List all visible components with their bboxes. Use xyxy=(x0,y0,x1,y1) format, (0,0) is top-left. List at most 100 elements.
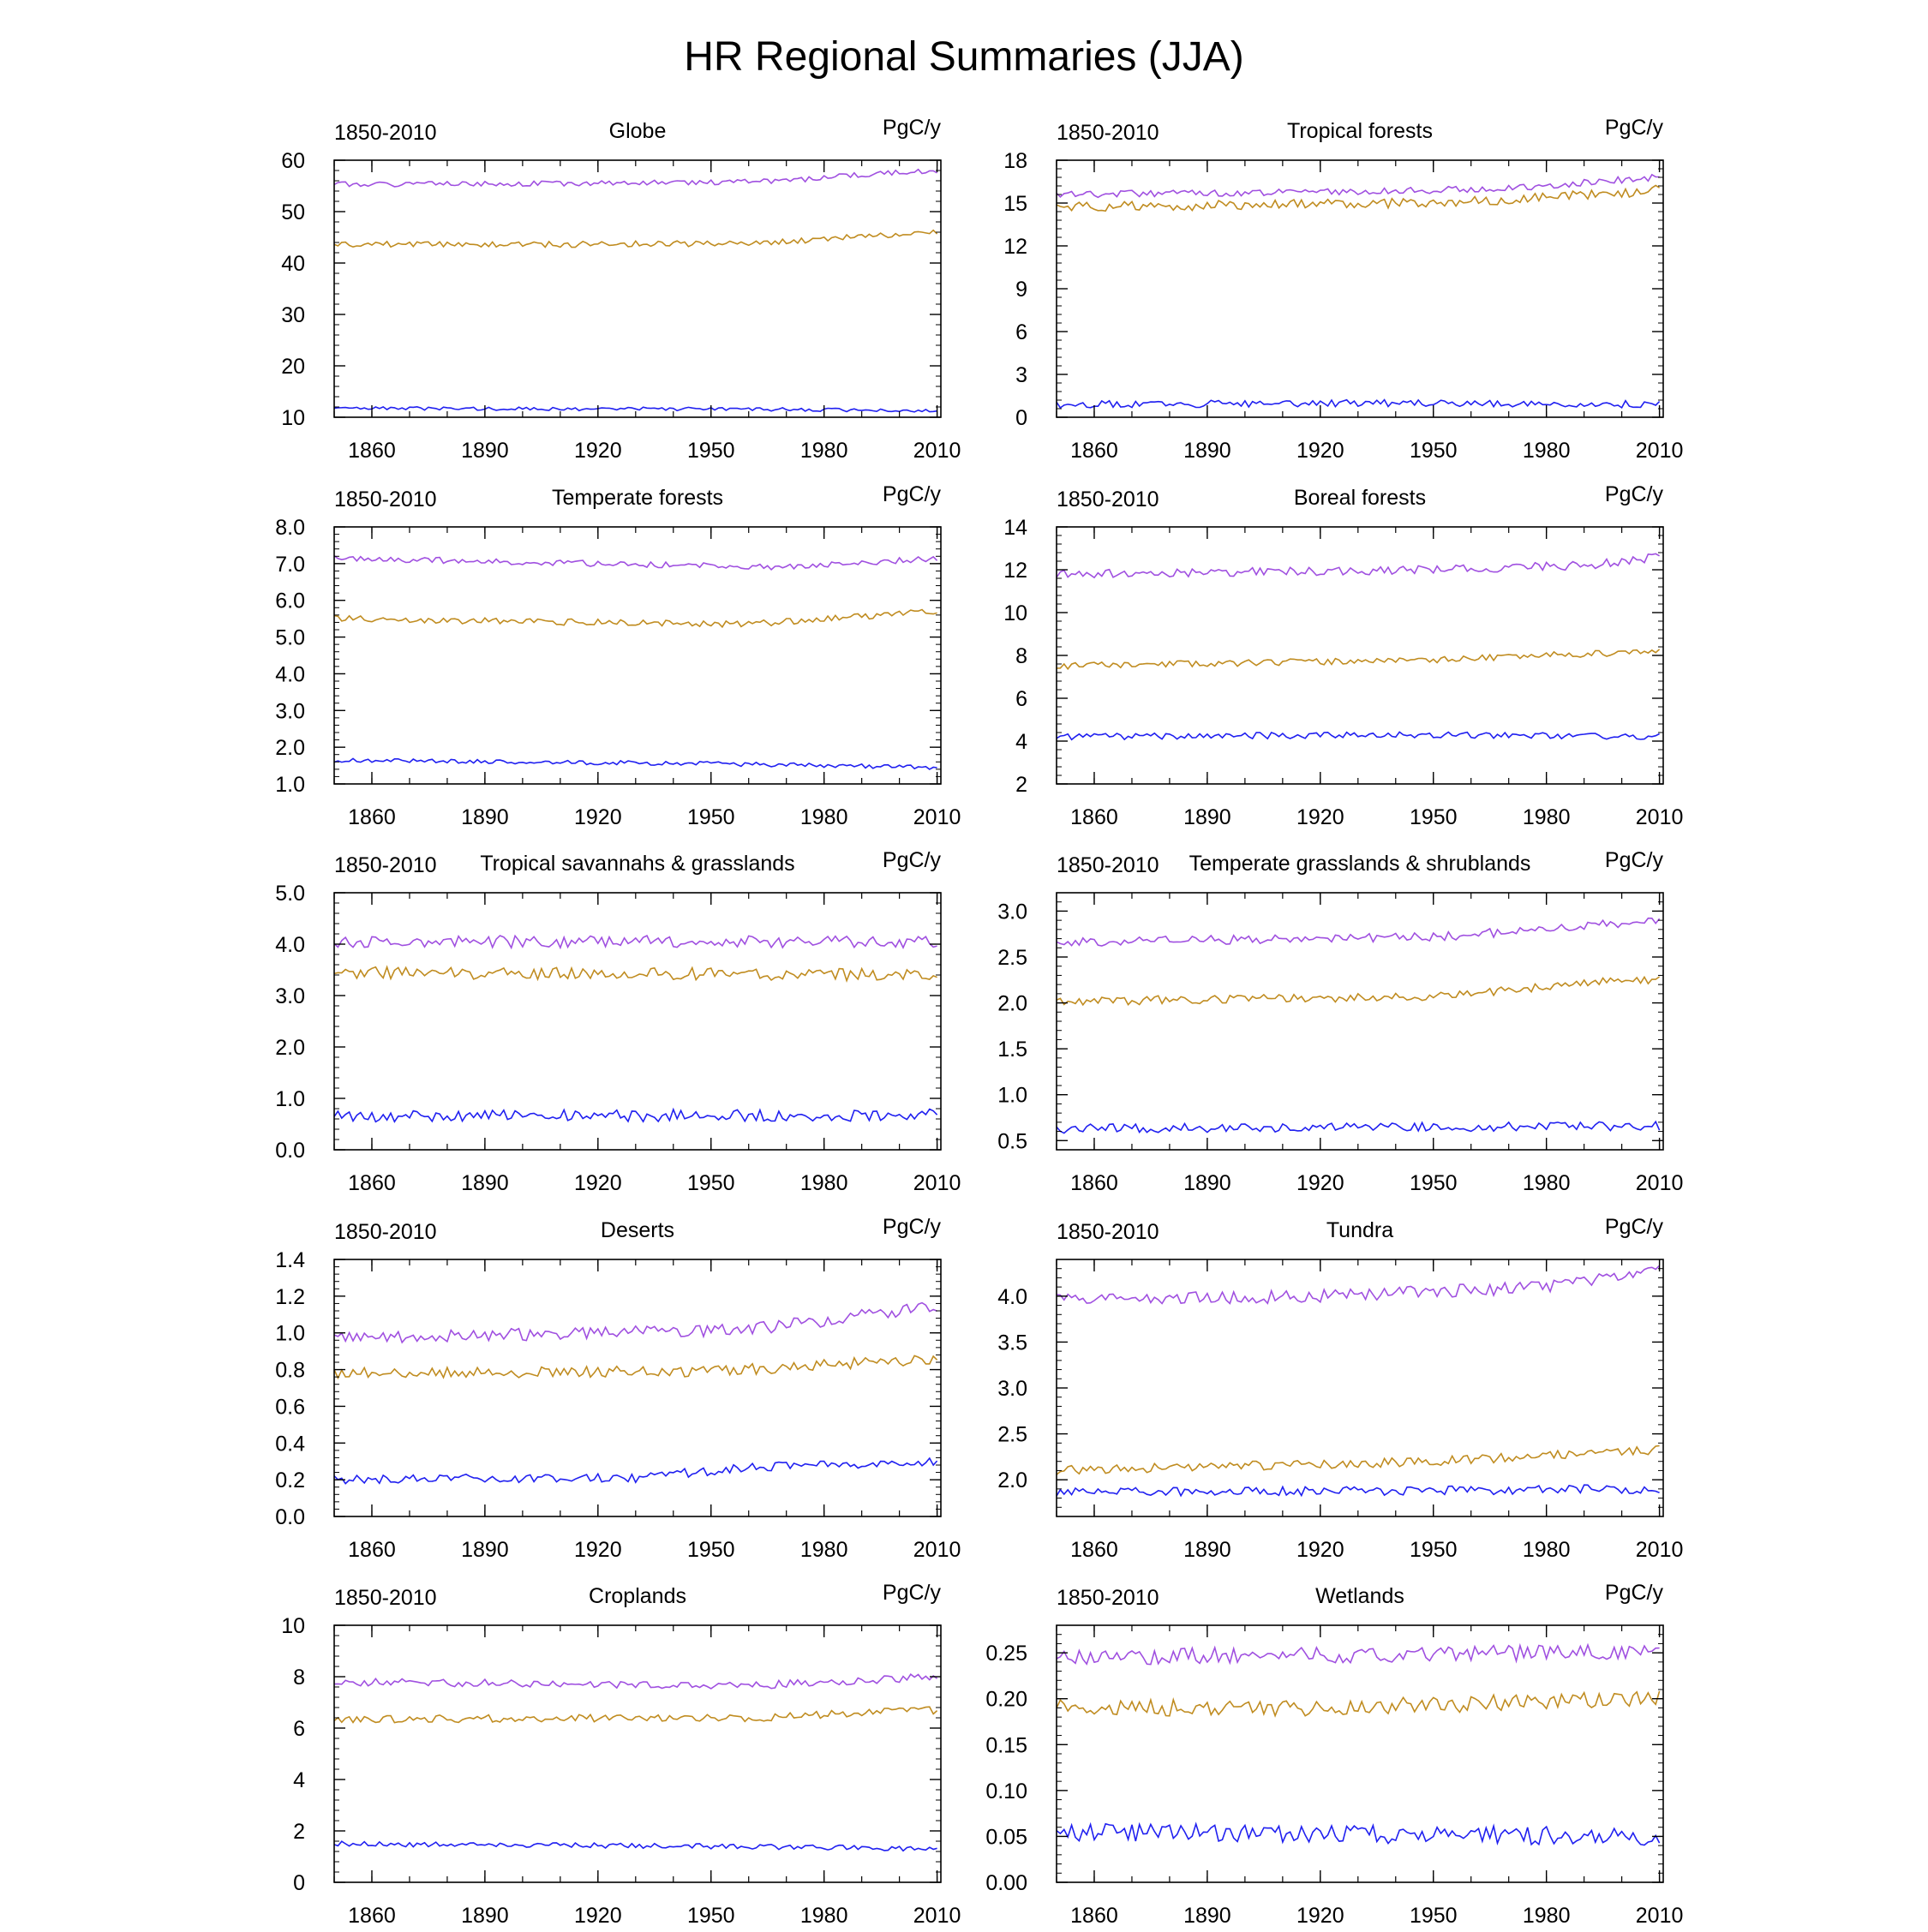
panel-title: Tropical forests xyxy=(1287,119,1433,143)
y-tick-label: 3.0 xyxy=(997,1377,1027,1401)
y-tick-label: 2.5 xyxy=(997,946,1027,970)
x-tick-label: 1860 xyxy=(1070,439,1118,463)
x-tick-label: 1890 xyxy=(461,1171,509,1195)
x-tick-label: 1980 xyxy=(800,805,848,829)
x-tick-label: 2010 xyxy=(913,439,961,463)
y-tick-label: 1.0 xyxy=(275,1087,305,1111)
x-tick-label: 2010 xyxy=(1636,805,1684,829)
plot-frame xyxy=(333,1624,942,1883)
y-tick-label: 8 xyxy=(293,1666,305,1690)
y-tick-label: 15 xyxy=(1003,192,1027,216)
panel-5: 1860 1890 1920 1950 1980 2010 0.5 1.0 1.5 2.0 2.5 3… xyxy=(997,848,1683,1195)
x-tick-label: 1980 xyxy=(800,439,848,463)
y-tick-label: 0.10 xyxy=(985,1779,1027,1803)
plot-frame xyxy=(333,159,942,418)
period-label: 1850-2010 xyxy=(1057,1220,1159,1244)
y-tick-label: 20 xyxy=(281,355,305,379)
series-line-2 xyxy=(1056,975,1661,1007)
plot-frame xyxy=(333,526,942,785)
panel-6: 1860 1890 1920 1950 1980 2010 0.0 0.2 0.4 0.6 0.8 1… xyxy=(275,1215,961,1562)
x-tick-label: 1890 xyxy=(461,439,509,463)
series-line-3 xyxy=(1056,1120,1661,1134)
x-tick-label: 2010 xyxy=(913,1904,961,1928)
x-tick-label: 1950 xyxy=(687,1171,735,1195)
x-tick-label: 1950 xyxy=(687,439,735,463)
x-tick-label: 1860 xyxy=(348,1538,396,1562)
y-tick-label: 3.0 xyxy=(997,900,1027,924)
x-tick-label: 1980 xyxy=(800,1538,848,1562)
x-tick-label: 1860 xyxy=(348,1171,396,1195)
x-tick-label: 1950 xyxy=(1410,805,1458,829)
x-tick-label: 1890 xyxy=(1183,1538,1231,1562)
x-tick-label: 1920 xyxy=(1296,439,1344,463)
x-tick-label: 2010 xyxy=(1636,1171,1684,1195)
panel-7: 1860 1890 1920 1950 1980 2010 2.0 2.5 3.0 3.5 4.0 1… xyxy=(997,1215,1683,1562)
x-tick-label: 1920 xyxy=(1296,805,1344,829)
panel-title: Tropical savannahs & grasslands xyxy=(480,852,794,876)
x-tick-label: 1890 xyxy=(1183,439,1231,463)
y-tick-label: 0.15 xyxy=(985,1733,1027,1757)
units-label: PgC/y xyxy=(883,482,942,506)
y-tick-label: 14 xyxy=(1003,516,1027,540)
y-tick-label: 8.0 xyxy=(275,516,305,540)
y-tick-label: 6 xyxy=(293,1717,305,1741)
series-line-3 xyxy=(1056,731,1660,741)
y-tick-label: 3.0 xyxy=(275,699,305,723)
series-line-2 xyxy=(1056,649,1661,671)
y-tick-label: 0.8 xyxy=(275,1359,305,1383)
period-label: 1850-2010 xyxy=(334,1220,437,1244)
x-tick-label: 1980 xyxy=(1523,1538,1571,1562)
units-label: PgC/y xyxy=(883,1581,942,1605)
panel-title: Globe xyxy=(609,119,667,143)
series-line-2 xyxy=(333,608,937,629)
page-title: HR Regional Summaries (JJA) xyxy=(684,34,1244,80)
y-tick-label: 1.2 xyxy=(275,1285,305,1309)
y-tick-label: 30 xyxy=(281,303,305,327)
y-tick-label: 4.0 xyxy=(275,662,305,686)
x-tick-label: 1860 xyxy=(1070,1171,1118,1195)
y-tick-label: 3 xyxy=(1015,363,1027,387)
y-tick-label: 0.0 xyxy=(275,1139,305,1163)
series-line-3 xyxy=(333,1840,937,1852)
x-tick-label: 1920 xyxy=(1296,1171,1344,1195)
series-line-3 xyxy=(1056,398,1661,410)
x-tick-label: 1860 xyxy=(1070,805,1118,829)
units-label: PgC/y xyxy=(1605,848,1664,872)
x-tick-label: 1860 xyxy=(1070,1538,1118,1562)
plot-frame xyxy=(333,892,942,1151)
units-label: PgC/y xyxy=(883,1215,942,1239)
x-tick-label: 1920 xyxy=(574,439,622,463)
x-tick-label: 1980 xyxy=(800,1904,848,1928)
series-line-2 xyxy=(333,1355,938,1380)
y-tick-label: 5.0 xyxy=(275,882,305,906)
units-label: PgC/y xyxy=(1605,1581,1664,1605)
x-tick-label: 1860 xyxy=(348,439,396,463)
series-line-3 xyxy=(333,1107,938,1123)
panel-8: 1860 1890 1920 1950 1980 2010 0 2 4 6 8 10 1850-2010… xyxy=(281,1581,961,1928)
series-line-2 xyxy=(1056,184,1661,212)
y-tick-label: 10 xyxy=(1003,601,1027,625)
x-tick-label: 2010 xyxy=(1636,439,1684,463)
x-tick-label: 1950 xyxy=(687,1538,735,1562)
series-line-2 xyxy=(1056,1445,1660,1475)
y-tick-label: 1.0 xyxy=(275,1322,305,1346)
y-tick-label: 0.6 xyxy=(275,1395,305,1419)
y-tick-label: 0.5 xyxy=(997,1129,1027,1153)
x-tick-label: 1890 xyxy=(461,805,509,829)
y-tick-label: 2.0 xyxy=(997,1468,1027,1492)
y-tick-label: 5.0 xyxy=(275,626,305,650)
series-line-1 xyxy=(333,1673,938,1690)
y-tick-label: 10 xyxy=(281,1614,305,1638)
series-line-2 xyxy=(333,965,937,983)
units-label: PgC/y xyxy=(1605,116,1664,140)
y-tick-label: 0.05 xyxy=(985,1825,1027,1849)
x-tick-label: 1950 xyxy=(687,1904,735,1928)
units-label: PgC/y xyxy=(883,116,942,140)
y-tick-label: 1.5 xyxy=(997,1038,1027,1062)
x-tick-label: 1890 xyxy=(461,1904,509,1928)
series-line-1 xyxy=(1056,1265,1661,1305)
panel-9: 1860 1890 1920 1950 1980 2010 0.00 0.05 0.10 0.15… xyxy=(985,1581,1683,1928)
y-tick-label: 2 xyxy=(293,1820,305,1844)
x-tick-label: 1890 xyxy=(1183,805,1231,829)
period-label: 1850-2010 xyxy=(334,1586,437,1610)
